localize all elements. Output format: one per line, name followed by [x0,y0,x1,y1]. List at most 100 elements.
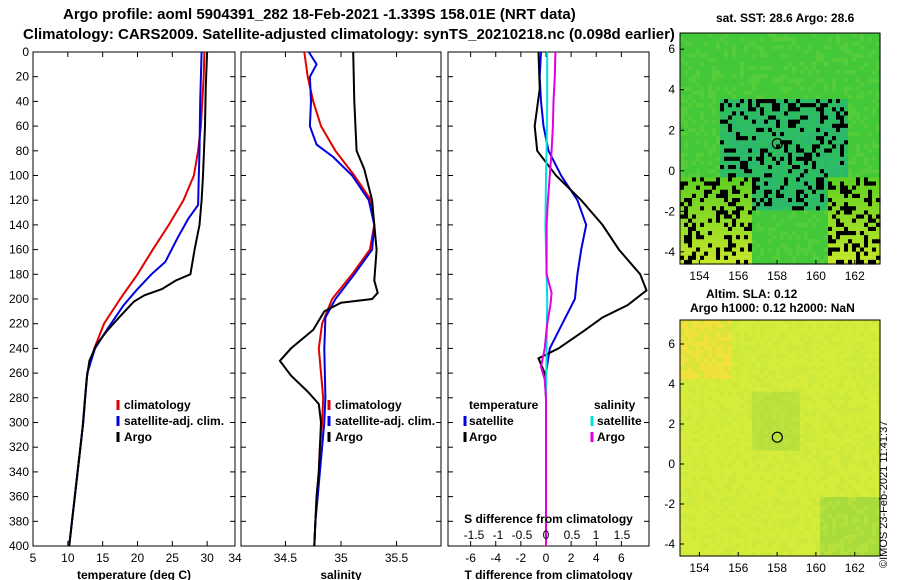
sst-map-cell [852,111,857,117]
sst-map-cell [876,231,881,236]
sst-map-cell [776,45,781,51]
sst-map-cell [796,259,801,265]
sst-map-cell [744,86,749,92]
sst-map-cell [740,33,745,38]
sla-map-cell [872,412,877,418]
sst-map-cell [696,202,701,207]
sst-map-cell [804,74,809,79]
sst-map-cell [772,177,777,183]
sla-map-cell [868,370,873,376]
sla-map-cell [752,438,757,443]
sst-map-cell [708,144,713,150]
sst-map-cell [808,226,813,232]
sst-map-cell [752,103,757,108]
sst-map-cell [848,49,853,55]
sst-map-cell [872,74,877,79]
sst-map-cell [772,189,777,195]
sst-map-cell [728,231,733,236]
sst-map-cell [856,210,861,216]
sst-map-cell [744,70,749,75]
sla-map-cell [764,366,769,372]
sst-map-cell [856,169,861,174]
sst-map-cell [756,144,761,150]
sst-map-cell [740,94,745,100]
sla-map-cell [864,341,869,346]
sst-map-cell [864,53,869,59]
sst-map-cell [688,103,693,108]
sst-map-cell [776,111,781,117]
sla-map-cell [736,438,741,443]
sla-map-cell [724,471,729,477]
sla-map-cell [704,475,709,481]
sla-map-cell [788,450,793,456]
sla-map-cell [760,374,765,380]
sst-map-cell [852,177,857,183]
sst-map-cell [876,210,881,216]
sst-map-cell [768,243,773,249]
sla-map-cell [808,475,813,481]
sst-map-cell [796,115,801,121]
sla-map-cell [824,421,829,426]
sst-map-cell [812,132,817,137]
sst-map-cell [728,206,733,211]
sst-map-cell [724,86,729,92]
sst-map-cell [716,173,721,178]
sla-map-cell [756,357,761,363]
sst-map-cell [688,45,693,51]
sst-map-cell [828,181,833,187]
sst-map-cell [680,218,685,224]
sst-map-cell [840,235,845,240]
sla-map-cell [732,459,737,464]
sst-map-cell [812,99,817,104]
sst-map-cell [712,70,717,75]
sla-map-cell [784,370,789,376]
sst-map-cell [716,86,721,92]
sla-map-cell [752,421,757,426]
sst-map-cell [868,165,873,170]
sla-map-cell [764,341,769,346]
sst-map-cell [772,202,777,207]
sla-map-cell [796,412,801,418]
sst-map-cell [788,218,793,224]
sla-map-cell [872,463,877,469]
sst-map-cell [804,37,809,42]
sst-map-cell [764,160,769,166]
sst-map-cell [716,119,721,125]
y-tick-label: 360 [9,490,29,504]
sst-map-cell [820,193,825,199]
sla-map-cell [780,370,785,376]
sst-map-cell [864,152,869,158]
sst-map-cell [788,140,793,145]
sst-map-cell [772,226,777,232]
sst-map-cell [828,231,833,236]
sla-map-cell [728,328,733,334]
sst-map-cell [872,226,877,232]
sla-map-cell [692,336,697,342]
legend-label: satellite [469,414,514,428]
sla-map-cell [816,467,821,473]
sla-map-cell [812,383,817,389]
sst-map-cell [688,136,693,141]
sst-map-cell [756,210,761,216]
sst-map-cell [740,193,745,199]
sla-map-cell [824,349,829,355]
sla-map-cell [876,404,881,410]
sst-map-cell [700,156,705,162]
sst-map-cell [700,119,705,125]
sst-map-cell [832,210,837,216]
sla-map-cell [680,383,685,389]
sla-map-cell [764,374,769,380]
sla-map-cell [876,391,881,397]
sla-map-cell [772,467,777,473]
sla-map-cell [708,433,713,439]
sla-map-cell [720,328,725,334]
sst-map-cell [792,156,797,162]
sst-map-cell [864,169,869,174]
sla-map-cell [752,475,757,481]
sst-map-cell [724,99,729,104]
sla-map-cell [720,429,725,435]
sla-map-cell [724,463,729,469]
sla-map-cell [800,442,805,448]
sst-map-cell [740,185,745,191]
sst-map-cell [748,177,753,183]
